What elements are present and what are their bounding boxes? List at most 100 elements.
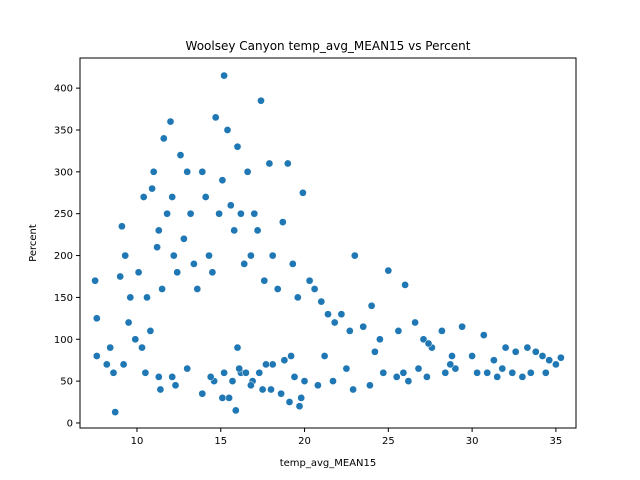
data-point <box>501 343 510 352</box>
data-point <box>498 364 507 373</box>
data-point <box>438 327 446 335</box>
data-point <box>109 368 118 377</box>
plot-frame <box>79 57 577 429</box>
data-point <box>231 406 240 415</box>
data-point <box>345 327 354 335</box>
data-point <box>205 251 213 260</box>
data-point <box>118 222 126 231</box>
data-point <box>299 188 307 197</box>
data-point <box>233 142 242 151</box>
y-tick-label: 50 <box>60 377 73 388</box>
data-point <box>411 318 419 327</box>
data-point <box>288 260 297 268</box>
data-point <box>158 285 166 293</box>
data-point <box>121 251 130 260</box>
data-point <box>153 243 161 252</box>
data-point <box>247 251 255 260</box>
data-point <box>134 268 143 277</box>
data-point <box>186 209 195 218</box>
data-point <box>557 353 565 362</box>
data-point <box>384 266 393 275</box>
data-point <box>237 209 245 218</box>
data-point <box>215 209 223 218</box>
x-axis-label: temp_avg_MEAN15 <box>280 458 377 469</box>
data-point <box>193 285 202 293</box>
data-point <box>169 251 178 260</box>
data-point <box>446 360 455 369</box>
x-tick-label: 30 <box>466 436 479 447</box>
data-point <box>240 260 249 268</box>
data-point <box>183 364 192 373</box>
data-point <box>541 368 550 377</box>
data-point <box>148 184 156 193</box>
data-point <box>124 318 133 327</box>
x-tick-label: 15 <box>214 436 227 447</box>
data-point <box>218 394 227 402</box>
data-point <box>376 335 384 344</box>
data-point <box>277 389 285 398</box>
data-point <box>111 408 120 416</box>
data-point <box>511 347 520 356</box>
data-point <box>233 343 242 352</box>
data-point <box>314 381 322 390</box>
data-point <box>330 318 339 327</box>
data-point <box>183 167 192 176</box>
x-axis-ticks: 10 15 20 25 30 35 <box>131 428 562 447</box>
data-point <box>518 373 527 381</box>
data-point <box>401 281 409 289</box>
data-point <box>92 314 101 323</box>
data-point <box>367 301 376 310</box>
data-point <box>166 117 175 126</box>
data-point <box>290 373 299 381</box>
data-point <box>350 251 359 260</box>
data-point <box>545 356 554 365</box>
data-point <box>280 356 289 365</box>
data-point <box>329 377 337 385</box>
data-point <box>176 151 185 159</box>
data-point <box>285 398 294 406</box>
data-point <box>258 385 267 394</box>
data-point <box>267 385 275 394</box>
data-point <box>235 364 244 373</box>
data-point <box>138 343 146 352</box>
data-point <box>154 373 163 381</box>
data-point <box>260 276 269 285</box>
data-point <box>287 352 295 360</box>
y-tick-label: 200 <box>54 251 73 262</box>
data-point <box>458 322 466 331</box>
y-axis-ticks: 0 50 100 150 200 250 300 350 400 <box>54 84 80 429</box>
data-point <box>423 373 431 381</box>
data-point <box>106 343 115 352</box>
data-point <box>143 293 151 302</box>
data-point <box>392 373 401 381</box>
data-point <box>220 71 228 80</box>
data-point <box>218 176 227 185</box>
data-point <box>349 385 357 394</box>
data-point <box>441 368 450 377</box>
data-point <box>366 381 374 390</box>
data-point <box>404 377 413 385</box>
data-point <box>201 193 210 201</box>
data-point <box>268 360 277 369</box>
data-point <box>320 352 329 360</box>
data-point <box>206 373 215 381</box>
x-tick-label: 20 <box>298 436 311 447</box>
data-point <box>523 343 532 352</box>
data-points <box>91 71 565 416</box>
data-point <box>119 360 128 369</box>
data-point <box>230 226 239 235</box>
data-point <box>146 327 155 335</box>
data-point <box>126 293 135 302</box>
data-point <box>171 381 180 390</box>
data-point <box>198 167 207 176</box>
data-point <box>208 268 217 277</box>
y-tick-label: 0 <box>67 418 73 429</box>
data-point <box>168 373 177 381</box>
data-point <box>92 352 101 360</box>
y-tick-label: 100 <box>54 335 73 346</box>
data-point <box>180 234 188 243</box>
data-point <box>483 368 492 377</box>
data-point <box>253 226 262 235</box>
data-point <box>295 402 304 411</box>
chart-title: Woolsey Canyon temp_avg_MEAN15 vs Percen… <box>186 39 471 53</box>
